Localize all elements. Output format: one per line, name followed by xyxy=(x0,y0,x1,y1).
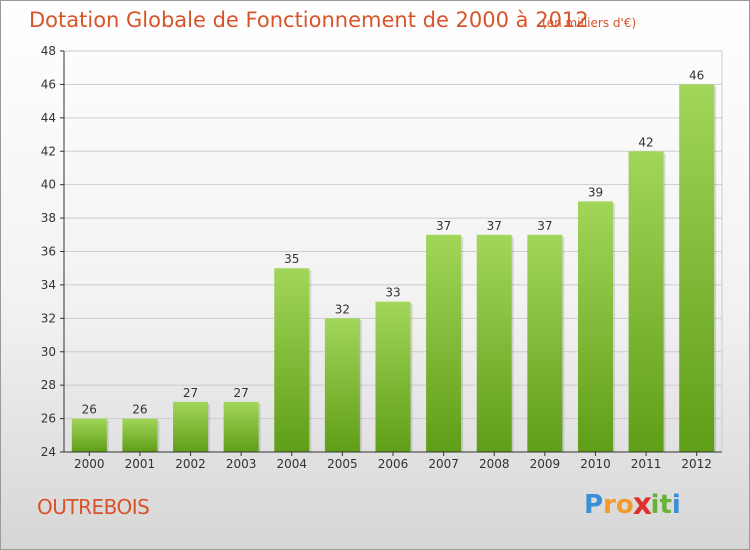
data-label: 33 xyxy=(385,286,400,300)
y-tick-label: 24 xyxy=(41,445,56,459)
y-tick-label: 36 xyxy=(41,245,56,259)
proxiti-logo: Proxiti xyxy=(584,487,681,523)
x-tick-label: 2002 xyxy=(175,457,206,471)
y-tick-label: 30 xyxy=(41,345,56,359)
data-label: 27 xyxy=(234,386,249,400)
data-label: 32 xyxy=(335,302,350,316)
y-tick-label: 32 xyxy=(41,311,56,325)
x-tick-label: 2006 xyxy=(378,457,409,471)
data-label: 39 xyxy=(588,185,603,199)
bar xyxy=(71,418,107,452)
x-tick-label: 2003 xyxy=(226,457,257,471)
data-label: 46 xyxy=(689,68,704,82)
bar xyxy=(628,151,664,452)
x-tick-label: 2001 xyxy=(125,457,156,471)
data-label: 26 xyxy=(82,403,97,417)
logo-letter: o xyxy=(615,490,634,520)
x-tick-label: 2007 xyxy=(428,457,459,471)
bar xyxy=(375,301,411,452)
data-label: 37 xyxy=(436,219,451,233)
x-tick-label: 2000 xyxy=(74,457,105,471)
data-label: 37 xyxy=(487,219,502,233)
data-label: 27 xyxy=(183,386,198,400)
bar xyxy=(122,418,158,452)
y-tick-label: 38 xyxy=(41,211,56,225)
bar xyxy=(476,234,512,452)
x-tick-label: 2008 xyxy=(479,457,510,471)
bar xyxy=(426,234,462,452)
bar xyxy=(223,401,259,452)
x-tick-label: 2009 xyxy=(530,457,561,471)
y-tick-label: 44 xyxy=(41,111,56,125)
x-tick-label: 2010 xyxy=(580,457,611,471)
bar xyxy=(527,234,563,452)
y-tick-label: 42 xyxy=(41,144,56,158)
logo-letter: t xyxy=(659,490,672,520)
town-name: OUTREBOIS xyxy=(37,495,150,519)
x-tick-label: 2012 xyxy=(681,457,712,471)
y-tick-label: 28 xyxy=(41,378,56,392)
data-label: 35 xyxy=(284,252,299,266)
bar xyxy=(679,84,715,453)
chart-title: Dotation Globale de Fonctionnement de 20… xyxy=(29,8,589,32)
x-tick-label: 2011 xyxy=(631,457,662,471)
logo-letter: i xyxy=(671,490,681,520)
bar xyxy=(274,268,310,452)
y-tick-label: 34 xyxy=(41,278,56,292)
axes: 24 26 28 30 32 34 36 38 40 42 44 46 48 2000 2001 2002 20… xyxy=(41,44,722,471)
data-label: 26 xyxy=(132,403,147,417)
logo-letter: x xyxy=(632,487,652,523)
logo-letter: i xyxy=(650,490,660,520)
bar xyxy=(577,201,613,452)
x-tick-label: 2005 xyxy=(327,457,358,471)
x-tick-label: 2004 xyxy=(276,457,307,471)
y-tick-label: 46 xyxy=(41,77,56,91)
y-tick-label: 26 xyxy=(41,412,56,426)
data-label: 42 xyxy=(638,135,653,149)
logo-letter: P xyxy=(584,490,604,520)
data-label: 37 xyxy=(537,219,552,233)
logo-letter: r xyxy=(603,490,616,520)
bar xyxy=(173,401,209,452)
bars: 26 26 27 27 35 32 33 37 37 37 39 42 46 xyxy=(71,68,717,453)
chart-subtitle: (en milliers d'€) xyxy=(542,16,637,30)
bar xyxy=(324,318,360,452)
y-tick-label: 48 xyxy=(41,44,56,58)
y-tick-label: 40 xyxy=(41,178,56,192)
